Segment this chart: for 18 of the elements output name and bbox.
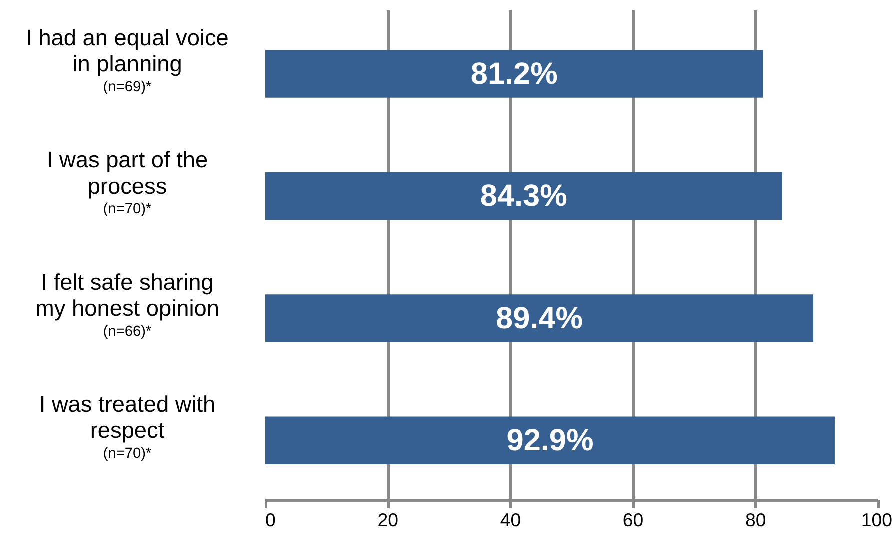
bar — [266, 416, 835, 464]
bar — [266, 50, 764, 98]
x-tick-label: 80 — [746, 510, 766, 530]
x-tick-label: 60 — [622, 510, 644, 530]
y-tick-label: I was part of the process (n=70)* — [46, 146, 208, 218]
bar — [266, 172, 782, 220]
y-tick-label: I had an equal voice in planning (n=69)* — [26, 24, 229, 96]
data-label: 92.9% — [506, 424, 594, 458]
x-tick-label: 20 — [378, 510, 398, 530]
bar — [266, 294, 814, 342]
data-label: 84.3% — [480, 179, 568, 214]
data-label: 89.4% — [496, 301, 583, 336]
y-tick-label: I was treated with respect (n=70)* — [39, 390, 216, 462]
x-tick-label: 100 — [861, 510, 892, 530]
x-tick-label: 40 — [500, 510, 522, 530]
y-tick-label: I felt safe sharing my honest opinion (n=66)* — [36, 268, 220, 340]
x-tick-label: 0 — [266, 510, 276, 530]
data-label: 81.2% — [470, 57, 558, 92]
